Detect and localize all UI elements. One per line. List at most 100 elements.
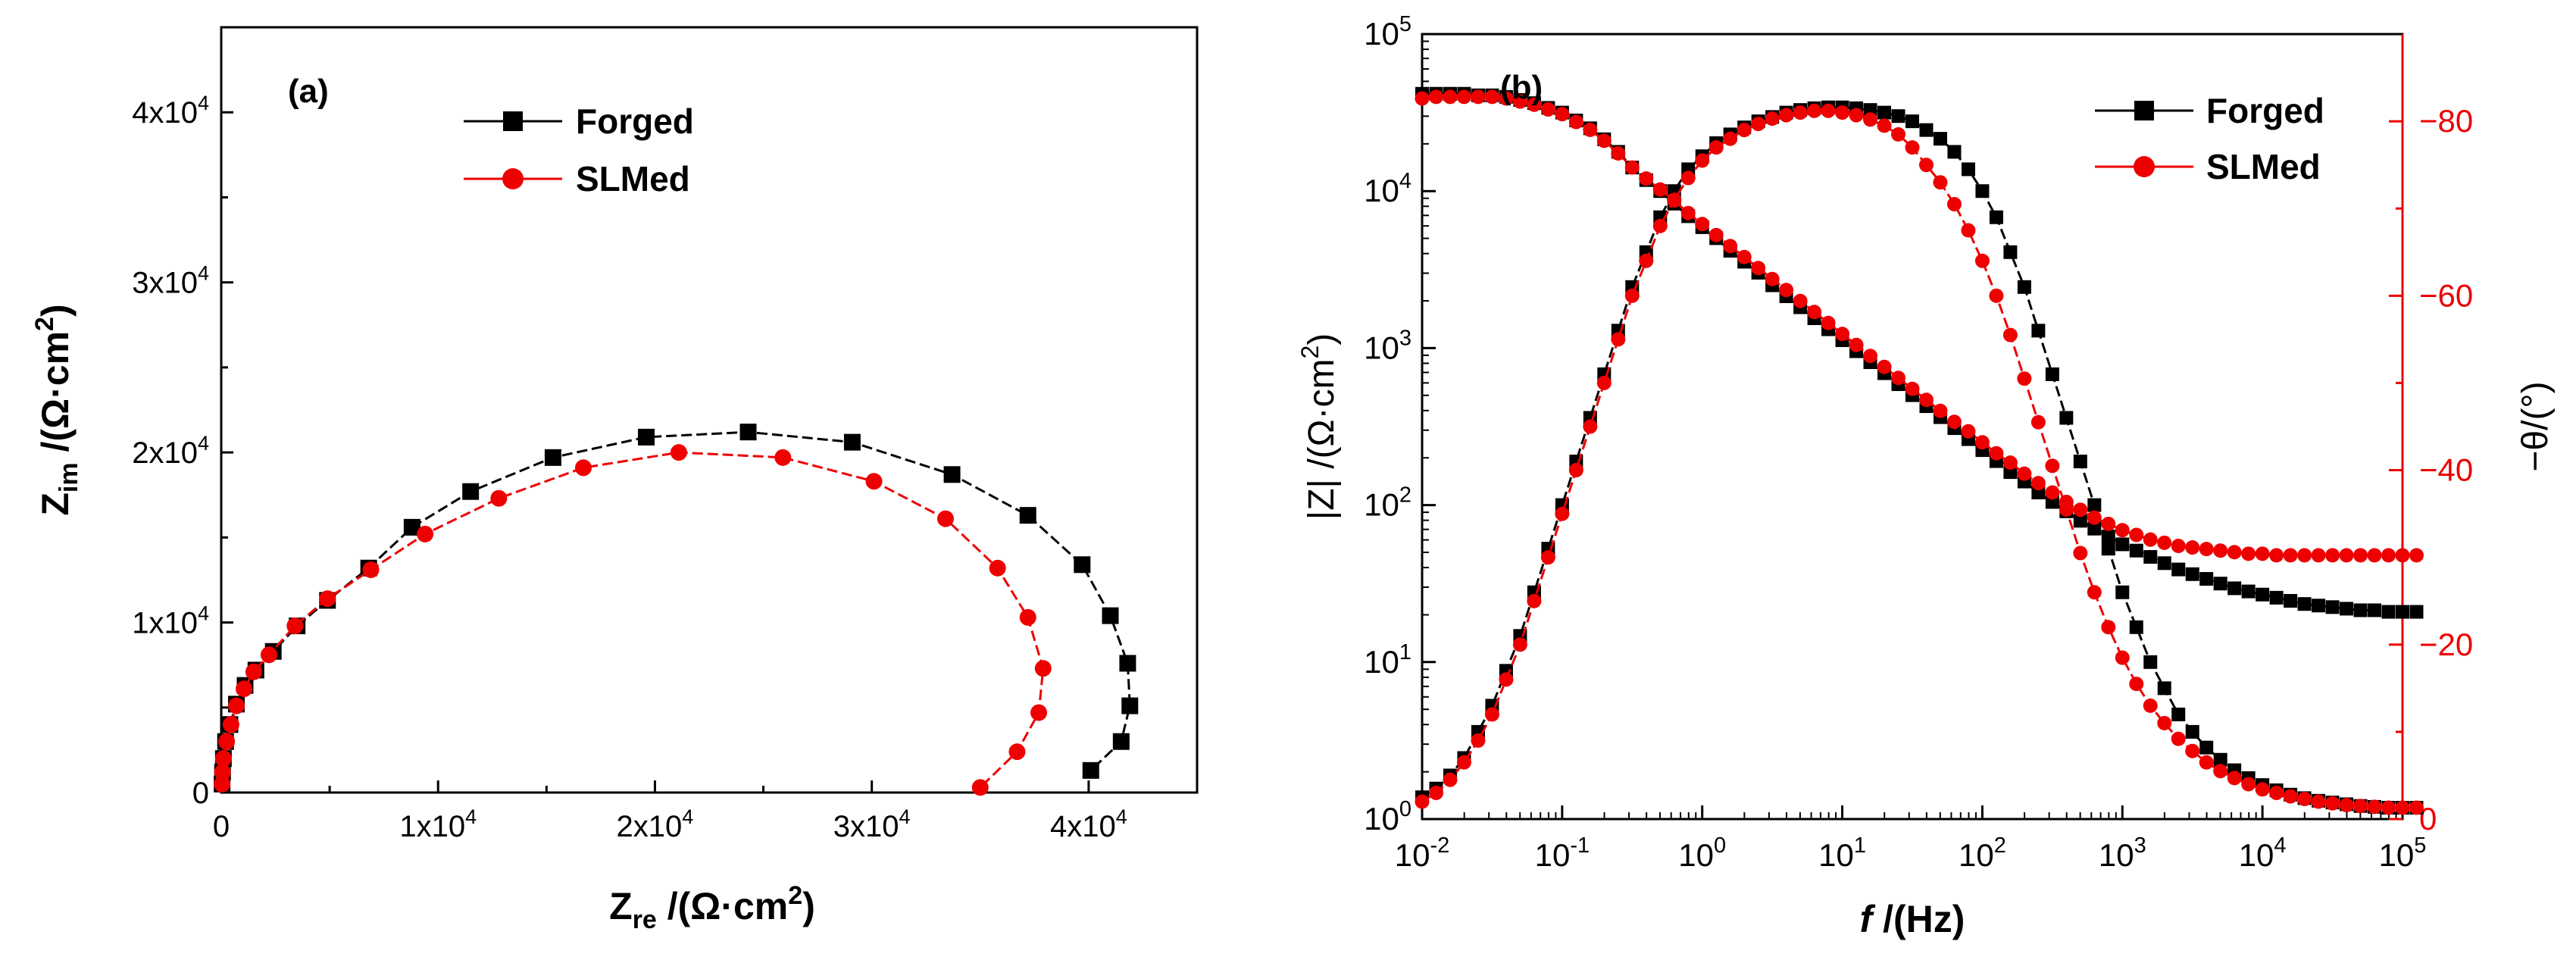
y2-tick-label-b-0: 0	[2419, 801, 2437, 836]
point-forged-mod-b-62	[2284, 593, 2298, 608]
point-slmed-phase-b-55	[2185, 743, 2200, 758]
point-slmed-mod-b-43	[2017, 466, 2032, 481]
x-tick-label-b-3: 101	[1818, 833, 1866, 873]
tick-labels-a: 0 1x104 2x104 3x104 4x10401x1042x1043x1044x1…	[132, 92, 1127, 843]
point-slmed-mod-b-29	[1821, 315, 1836, 330]
point-forged-a-21	[1102, 607, 1119, 624]
point-slmed-phase-b-44	[2030, 414, 2046, 430]
point-slmed-phase-b-59	[2241, 777, 2256, 792]
point-slmed-mod-b-30	[1835, 327, 1850, 342]
point-slmed-phase-b-58	[2227, 771, 2242, 786]
point-forged-mod-b-52	[2143, 549, 2158, 564]
y-tick-label-b-4-exp: 4	[1399, 169, 1411, 193]
x-tick-label-b-6-exp: 4	[2274, 833, 2286, 858]
point-slmed-phase-b-52	[2143, 698, 2158, 713]
legend-marker-forged-b	[2134, 101, 2154, 120]
point-slmed-mod-b-11	[1568, 114, 1583, 130]
point-forged-phase-b-46	[2059, 411, 2074, 425]
y-tick-label-b-0-base: 10	[1364, 801, 1399, 836]
point-slmed-phase-b-35	[1905, 140, 1920, 155]
y-axis-label-b: |Z| /(Ω·cm2)	[1296, 333, 1342, 521]
legend-marker-slmed-a	[502, 168, 524, 189]
point-slmed-phase-b-26	[1779, 108, 1794, 123]
point-slmed-a-9	[286, 618, 304, 635]
x-tick-label-b-0: 10-2	[1395, 833, 1450, 873]
point-forged-mod-b-71	[2409, 605, 2424, 619]
point-slmed-phase-b-7	[1512, 637, 1527, 652]
point-slmed-phase-b-10	[1555, 506, 1570, 521]
y-tick-label-a-0: 0	[192, 777, 209, 810]
point-slmed-mod-b-44	[2030, 476, 2046, 491]
point-slmed-a-5	[228, 697, 245, 715]
y2-tick-label-b-2: −40	[2419, 452, 2473, 488]
point-forged-mod-b-63	[2297, 597, 2312, 611]
point-slmed-mod-b-61	[2269, 548, 2284, 563]
panel-label-b: (b)	[1500, 69, 1543, 106]
point-slmed-mod-b-34	[1891, 371, 1906, 386]
point-slmed-phase-b-66	[2339, 798, 2354, 813]
point-forged-phase-b-36	[1919, 123, 1934, 137]
point-slmed-mod-b-36	[1918, 392, 1934, 408]
point-forged-phase-b-56	[2199, 740, 2214, 755]
point-forged-phase-b-43	[2017, 280, 2031, 294]
point-slmed-mod-b-20	[1695, 217, 1710, 232]
y-tick-label-b-2: 102	[1364, 483, 1411, 523]
x-tick-label-a-4-base: 4x10	[1050, 810, 1116, 843]
x-axis-label-a-sub: re	[633, 905, 657, 934]
x-tick-label-b-1-exp: -1	[1570, 833, 1590, 858]
legend-label-forged-a: Forged	[576, 102, 694, 141]
point-forged-mod-b-58	[2227, 581, 2242, 596]
point-slmed-mod-b-4	[1471, 89, 1486, 105]
y-axis-label-b-main: |Z| /(Ω·cm	[1302, 359, 1342, 521]
y-tick-label-a-4-base: 4x10	[132, 96, 198, 130]
point-slmed-phase-b-65	[2325, 796, 2340, 811]
point-forged-phase-b-37	[1933, 132, 1947, 146]
point-slmed-a-18	[936, 510, 954, 527]
point-slmed-mod-b-69	[2381, 548, 2396, 563]
point-slmed-phase-b-11	[1568, 463, 1583, 478]
y2-tick-label-b-4: −80	[2419, 103, 2473, 139]
x-tick-label-a-1-base: 1x10	[399, 810, 465, 843]
point-slmed-a-23	[1008, 743, 1026, 761]
y-tick-label-a-1-base: 1x10	[132, 607, 198, 640]
point-slmed-phase-b-13	[1596, 375, 1612, 390]
x-tick-label-b-2-base: 10	[1678, 837, 1714, 873]
x-tick-label-b-3-exp: 1	[1854, 833, 1866, 858]
point-slmed-mod-b-60	[2255, 546, 2270, 561]
point-slmed-mod-b-49	[2101, 516, 2116, 531]
point-slmed-mod-b-55	[2185, 540, 2200, 555]
point-forged-mod-b-48	[2087, 521, 2102, 536]
point-slmed-a-2	[214, 750, 232, 768]
point-slmed-a-4	[222, 716, 239, 733]
point-slmed-mod-b-26	[1779, 283, 1794, 298]
point-forged-mod-b-51	[2129, 543, 2143, 558]
point-slmed-phase-b-1	[1428, 785, 1443, 800]
x-tick-label-b-7-exp: 5	[2414, 833, 2426, 858]
point-slmed-phase-b-30	[1835, 105, 1850, 120]
legend-marker-forged-a	[503, 111, 523, 131]
point-forged-mod-b-67	[2353, 603, 2368, 618]
point-slmed-mod-b-51	[2129, 527, 2144, 543]
point-slmed-a-12	[417, 525, 434, 543]
point-slmed-phase-b-28	[1807, 103, 1822, 118]
x-axis-label-a-main: Z	[609, 885, 633, 927]
y-tick-label-a-3-base: 3x10	[132, 267, 198, 300]
point-slmed-phase-b-42	[2002, 327, 2018, 342]
point-forged-a-23	[1121, 697, 1139, 715]
y2-tick-label-b-1: −20	[2419, 627, 2473, 662]
point-slmed-mod-b-50	[2115, 523, 2130, 538]
y-tick-label-b-5: 105	[1364, 12, 1411, 52]
point-slmed-mod-b-63	[2297, 548, 2312, 563]
point-slmed-phase-b-32	[1863, 112, 1878, 127]
point-slmed-a-7	[245, 663, 262, 680]
bode-panel: 10-2 10-1 100 101 102 103 104 10510010110210310…	[1296, 12, 2556, 940]
point-forged-a-14	[544, 449, 561, 466]
point-slmed-phase-b-22	[1723, 131, 1738, 146]
point-slmed-mod-b-16	[1639, 171, 1654, 186]
series-b	[1415, 86, 2424, 815]
point-forged-phase-b-48	[2087, 498, 2102, 512]
x-tick-label-b-6: 104	[2239, 833, 2287, 873]
point-slmed-phase-b-43	[2017, 371, 2032, 386]
x-axis-label-b-rest: /(Hz)	[1872, 898, 1965, 940]
point-slmed-mod-b-14	[1611, 145, 1626, 161]
